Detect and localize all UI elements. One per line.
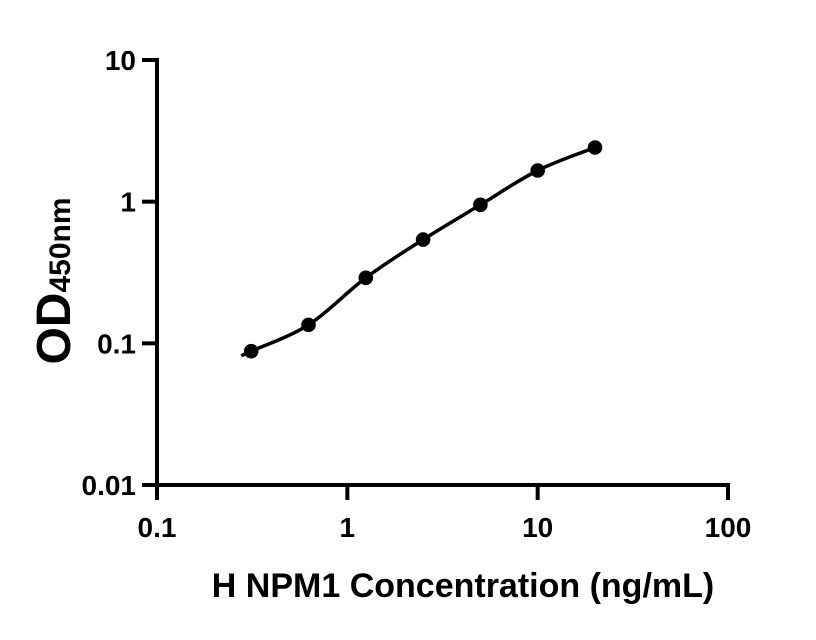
fit-curve (240, 145, 596, 358)
data-point (358, 270, 374, 286)
data-point (530, 163, 545, 178)
data-point (415, 232, 431, 247)
y-tick-label: 1 (120, 187, 136, 218)
x-tick-label: 10 (522, 512, 553, 543)
y-tick-label: 10 (105, 45, 136, 76)
data-point (301, 317, 316, 333)
y-tick-label: 0.01 (82, 470, 137, 501)
y-axis-title-main: OD (28, 293, 81, 365)
y-tick-label: 0.1 (97, 328, 136, 359)
data-point (243, 343, 259, 359)
x-tick-label: 100 (705, 512, 752, 543)
x-tick-label: 0.1 (138, 512, 177, 543)
y-axis-title-sub: 450nm (44, 197, 77, 292)
data-point (587, 140, 603, 155)
data-point (473, 197, 488, 213)
data-series (240, 140, 603, 359)
x-tick-label: 1 (340, 512, 356, 543)
x-axis-title: H NPM1 Concentration (ng/mL) (212, 567, 714, 605)
y-axis-title: OD450nm (28, 197, 81, 364)
